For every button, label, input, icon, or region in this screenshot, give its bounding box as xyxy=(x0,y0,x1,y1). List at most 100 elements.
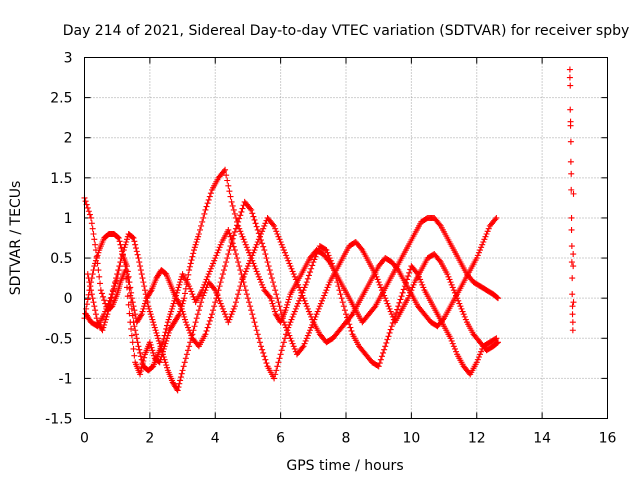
data-point xyxy=(292,305,299,312)
data-point xyxy=(182,319,189,326)
data-point xyxy=(448,281,455,288)
data-point xyxy=(567,122,574,129)
data-point xyxy=(192,241,199,248)
data-point xyxy=(132,331,139,338)
data-point xyxy=(178,305,185,312)
data-point xyxy=(261,222,268,229)
data-point xyxy=(265,263,272,270)
data-point xyxy=(180,297,187,304)
data-point xyxy=(393,309,400,316)
data-point xyxy=(258,343,265,350)
data-point xyxy=(222,263,229,270)
data-point xyxy=(278,311,285,318)
data-point xyxy=(106,304,113,311)
data-point xyxy=(285,296,292,303)
data-point xyxy=(228,237,235,244)
data-point xyxy=(86,287,93,294)
series-track-e xyxy=(566,66,577,334)
data-point xyxy=(474,356,481,363)
data-point xyxy=(377,284,384,291)
data-point xyxy=(170,300,177,307)
data-point xyxy=(151,324,158,331)
data-point xyxy=(273,228,280,235)
data-point xyxy=(150,349,157,356)
data-point xyxy=(331,267,338,274)
data-point xyxy=(254,271,261,278)
data-point xyxy=(193,315,200,322)
data-point xyxy=(273,367,280,374)
data-point xyxy=(187,329,194,336)
data-point xyxy=(175,284,182,291)
data-point xyxy=(89,225,96,232)
data-point xyxy=(140,305,147,312)
data-point xyxy=(248,307,255,314)
data-point xyxy=(334,279,341,286)
data-point xyxy=(216,244,223,251)
data-point xyxy=(315,305,322,312)
data-point xyxy=(459,308,466,315)
data-point xyxy=(304,332,311,339)
data-point xyxy=(253,268,260,275)
data-point xyxy=(320,295,327,302)
data-point xyxy=(373,273,380,280)
data-point xyxy=(249,252,256,259)
data-point xyxy=(269,279,276,286)
data-point xyxy=(329,263,336,270)
x-tick-label: 2 xyxy=(145,431,154,447)
x-tick-labels: 0 2 4 6 8 10 12 14 16 xyxy=(80,431,616,447)
data-point xyxy=(231,303,238,310)
data-point xyxy=(123,236,130,243)
data-point xyxy=(219,271,226,278)
data-point xyxy=(264,259,271,266)
data-point xyxy=(395,303,402,310)
data-point xyxy=(252,323,259,330)
data-point xyxy=(375,279,382,286)
data-point xyxy=(378,287,385,294)
y-tick-label: 2 xyxy=(64,131,73,147)
data-point xyxy=(206,193,213,200)
data-point xyxy=(117,241,124,248)
data-point xyxy=(301,297,308,304)
data-point xyxy=(213,252,220,259)
data-point xyxy=(172,295,179,302)
data-point xyxy=(416,273,423,280)
data-point xyxy=(196,303,203,310)
data-point xyxy=(155,335,162,342)
data-point xyxy=(206,317,213,324)
data-point xyxy=(570,251,577,258)
data-point xyxy=(283,252,290,259)
data-point xyxy=(238,271,245,278)
data-point xyxy=(226,188,233,195)
data-point xyxy=(82,198,89,205)
data-point xyxy=(137,371,144,378)
data-point xyxy=(227,313,234,320)
data-point xyxy=(227,193,234,200)
data-point xyxy=(316,303,323,310)
data-point xyxy=(485,225,492,232)
data-point xyxy=(87,283,94,290)
data-point xyxy=(380,289,387,296)
data-point xyxy=(569,319,576,326)
data-point xyxy=(204,324,211,331)
data-point xyxy=(567,82,574,89)
data-point xyxy=(251,216,258,223)
data-point xyxy=(201,210,208,217)
chart-title: Day 214 of 2021, Sidereal Day-to-day VTE… xyxy=(63,23,630,39)
data-point xyxy=(183,351,190,358)
data-point xyxy=(203,203,210,210)
data-point xyxy=(312,313,319,320)
data-point xyxy=(478,244,485,251)
data-point xyxy=(219,305,226,312)
data-point xyxy=(189,291,196,298)
data-point xyxy=(181,313,188,320)
data-point xyxy=(388,311,395,318)
data-point xyxy=(385,303,392,310)
data-point xyxy=(179,308,186,315)
data-point xyxy=(196,226,203,233)
data-point xyxy=(176,380,183,387)
data-point xyxy=(396,299,403,306)
data-point xyxy=(188,257,195,264)
data-point xyxy=(462,316,469,323)
data-point xyxy=(473,359,480,366)
data-point xyxy=(150,319,157,326)
